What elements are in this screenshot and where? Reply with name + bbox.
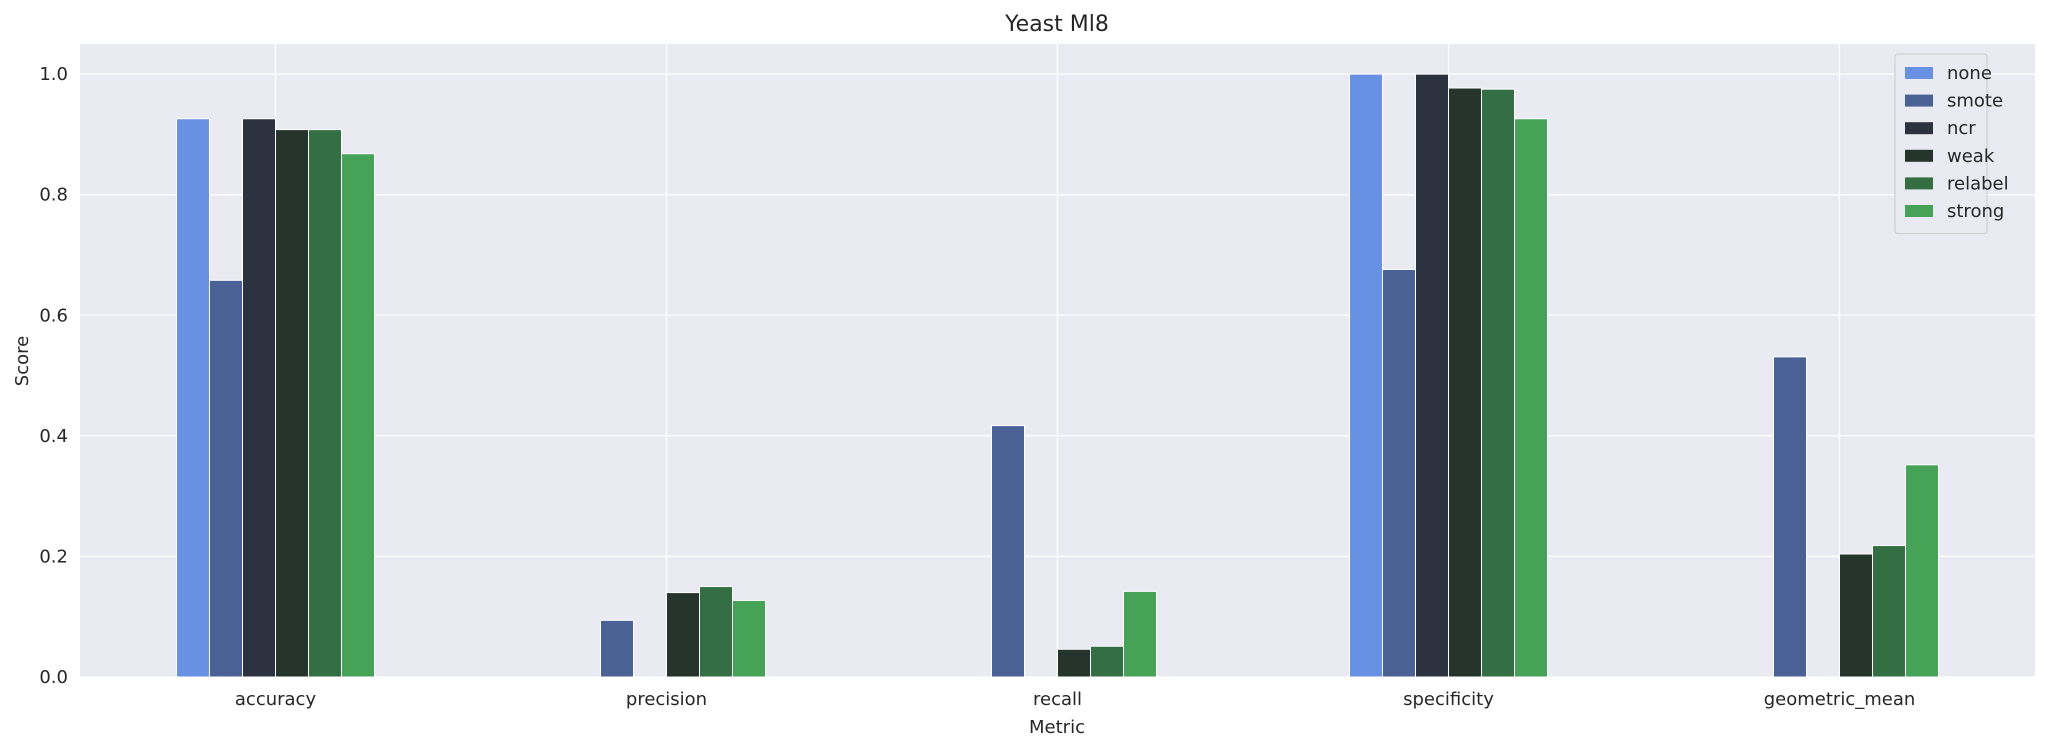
bar-weak-geometric-mean: [1839, 553, 1873, 678]
x-axis-label: Metric: [1029, 717, 1085, 738]
bar-smote-accuracy: [209, 279, 243, 678]
x-tick-labels: accuracy precision recall specificity geomet…: [235, 689, 1915, 710]
bar-smote-recall: [991, 425, 1025, 678]
bars: [176, 73, 1939, 678]
y-tick-label: 0.8: [39, 185, 68, 206]
bar-ncr-accuracy: [242, 118, 276, 678]
bar-strong-recall: [1123, 590, 1157, 678]
legend-swatch-strong: [1905, 205, 1933, 217]
bar-relabel-accuracy: [308, 129, 342, 678]
chart-title: Yeast Ml8: [1004, 12, 1109, 37]
bar-strong-geometric-mean: [1905, 464, 1939, 678]
bar-none-specificity: [1349, 73, 1383, 678]
bar-none-accuracy: [176, 118, 210, 678]
legend-label-ncr: ncr: [1947, 118, 1976, 139]
bar-strong-specificity: [1514, 118, 1548, 678]
bar-weak-specificity: [1448, 87, 1482, 678]
x-tick-label-specificity: specificity: [1403, 689, 1494, 710]
legend-label-relabel: relabel: [1947, 173, 2009, 194]
bar-relabel-geometric-mean: [1872, 545, 1906, 678]
legend-swatch-ncr: [1905, 122, 1933, 135]
y-axis-label: Score: [12, 336, 33, 386]
y-tick-label: 0.2: [39, 546, 68, 567]
bar-weak-recall: [1057, 648, 1091, 678]
bar-strong-accuracy: [341, 153, 375, 678]
legend-swatch-weak: [1905, 149, 1933, 162]
y-tick-label: 0.0: [39, 667, 68, 688]
y-tick-label: 0.6: [39, 305, 68, 326]
bar-smote-geometric-mean: [1773, 356, 1807, 678]
bar-smote-specificity: [1382, 268, 1416, 678]
bar-smote-precision: [600, 619, 634, 678]
bar-weak-precision: [666, 592, 700, 678]
y-tick-label: 0.4: [39, 426, 68, 447]
bar-ncr-specificity: [1415, 73, 1449, 678]
legend-swatch-relabel: [1905, 177, 1933, 190]
x-tick-label-recall: recall: [1033, 689, 1082, 710]
x-tick-label-precision: precision: [626, 689, 707, 710]
bar-relabel-specificity: [1481, 88, 1515, 678]
bar-relabel-recall: [1090, 645, 1124, 678]
legend-label-strong: strong: [1947, 201, 2004, 222]
bar-relabel-precision: [699, 586, 733, 678]
legend-label-weak: weak: [1947, 146, 1995, 167]
legend-swatch-smote: [1905, 94, 1933, 107]
legend: none smote ncr weak relabel strong: [1894, 53, 2009, 235]
legend-label-smote: smote: [1947, 91, 2003, 112]
x-tick-label-geometric-mean: geometric_mean: [1764, 689, 1916, 710]
legend-label-none: none: [1947, 63, 1992, 84]
y-tick-label: 1.0: [39, 64, 68, 85]
bar-strong-precision: [732, 599, 766, 678]
x-tick-label-accuracy: accuracy: [235, 689, 317, 710]
legend-swatch-none: [1905, 67, 1933, 79]
y-tick-labels: 0.0 0.2 0.4 0.6 0.8 1.0: [39, 64, 68, 688]
bar-weak-accuracy: [275, 129, 309, 678]
